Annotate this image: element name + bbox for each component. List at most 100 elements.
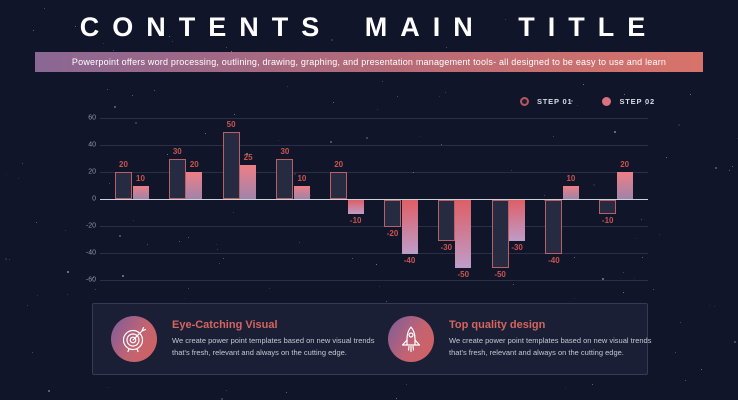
star <box>445 92 446 93</box>
bar-step02-group6 <box>401 200 418 254</box>
bar-step02-group7 <box>455 200 472 268</box>
star <box>333 102 334 103</box>
y-axis-tick-label: 20 <box>88 168 96 176</box>
gridline <box>100 280 648 281</box>
star <box>184 298 185 299</box>
bar-data-label: 50 <box>226 119 236 129</box>
star <box>397 96 398 97</box>
star <box>715 167 717 169</box>
star <box>6 174 7 175</box>
page-title: CONTENTS MAIN TITLE <box>79 12 659 42</box>
star <box>406 384 407 385</box>
subtitle-banner: Powerpoint offers word processing, outli… <box>35 52 703 72</box>
star <box>592 384 593 385</box>
y-axis-tick-label: -60 <box>85 276 96 284</box>
bar-data-label: -10 <box>349 215 362 225</box>
bar-data-label: -20 <box>386 229 399 238</box>
bar-step01-group3 <box>222 131 240 199</box>
bar-data-label: 20 <box>119 160 128 169</box>
star <box>583 84 584 85</box>
star <box>32 352 33 353</box>
feature-title: Top quality design <box>449 319 546 332</box>
target-icon <box>111 316 157 362</box>
bar-step01-group5 <box>330 172 348 199</box>
star <box>154 90 155 91</box>
star <box>67 294 68 295</box>
gridline <box>100 145 648 146</box>
legend-step01-label: STEP 01 <box>537 97 573 106</box>
bar-step01-group6 <box>384 200 401 227</box>
star <box>690 94 691 95</box>
star <box>132 95 133 96</box>
bar-step02-group1 <box>132 185 149 199</box>
star <box>44 8 45 9</box>
star <box>675 352 676 353</box>
features-card: Eye-Catching Visual We create power poin… <box>92 303 651 375</box>
bar-data-label: 30 <box>172 146 182 156</box>
gridline <box>100 172 648 173</box>
bar-step02-group8 <box>509 200 526 241</box>
star <box>114 106 116 108</box>
star <box>18 178 19 179</box>
bar-step01-group7 <box>437 200 455 241</box>
bar-data-label: -30 <box>440 242 453 252</box>
star <box>9 259 10 260</box>
bar-data-label: 30 <box>280 146 290 156</box>
bar-data-label: 20 <box>189 160 199 169</box>
bar-step01-group9 <box>545 200 563 254</box>
bar-data-label: 25 <box>243 153 253 163</box>
y-axis-tick-label: 60 <box>88 114 96 122</box>
bar-step02-group2 <box>186 172 203 199</box>
feature-top-quality-design: Top quality design We create power point… <box>370 316 651 362</box>
bar-step01-group4 <box>276 158 294 199</box>
star <box>5 258 7 260</box>
bar-step02-group9 <box>562 185 579 199</box>
gridline <box>100 253 648 254</box>
star <box>701 369 702 370</box>
star <box>709 305 710 306</box>
star <box>113 50 114 51</box>
y-axis-tick-label: 0 <box>92 195 96 203</box>
star <box>377 109 378 110</box>
star <box>107 387 108 388</box>
feature-eye-catching-visual: Eye-Catching Visual We create power poin… <box>93 316 374 362</box>
star <box>386 301 387 302</box>
star <box>565 388 566 389</box>
star <box>287 86 288 87</box>
bar-data-label: 10 <box>136 173 145 183</box>
star <box>734 341 736 343</box>
bar-step01-group2 <box>168 158 186 199</box>
bar-step02-group3 <box>240 165 257 199</box>
star <box>659 234 660 235</box>
gridline <box>100 226 648 227</box>
star <box>22 163 23 164</box>
feature-description: We create power point templates based on… <box>449 336 652 357</box>
star <box>439 96 440 97</box>
bar-data-label: 20 <box>334 160 344 169</box>
bar-step01-group1 <box>115 172 132 199</box>
feature-title: Eye-Catching Visual <box>172 319 278 332</box>
star <box>678 124 680 126</box>
bar-data-label: -50 <box>494 269 506 279</box>
star <box>226 47 227 48</box>
feature-text-block: Top quality design We create power point… <box>449 319 664 358</box>
star <box>558 50 559 51</box>
star <box>396 398 397 399</box>
star <box>624 94 625 95</box>
bar-data-label: -50 <box>457 269 470 279</box>
chart-legend: STEP 01 STEP 02 <box>520 97 655 106</box>
step02-dot-icon <box>602 97 612 106</box>
star <box>65 230 66 231</box>
bar-step01-group8 <box>491 200 509 268</box>
star <box>103 43 104 44</box>
star <box>382 81 383 82</box>
bar-data-label: -40 <box>548 256 560 265</box>
star <box>653 289 654 290</box>
star <box>574 298 575 299</box>
step01-ring-icon <box>520 97 529 106</box>
bar-step02-group4 <box>293 185 310 199</box>
star <box>729 170 730 171</box>
star <box>732 166 733 167</box>
star <box>685 380 686 381</box>
star <box>107 89 108 90</box>
